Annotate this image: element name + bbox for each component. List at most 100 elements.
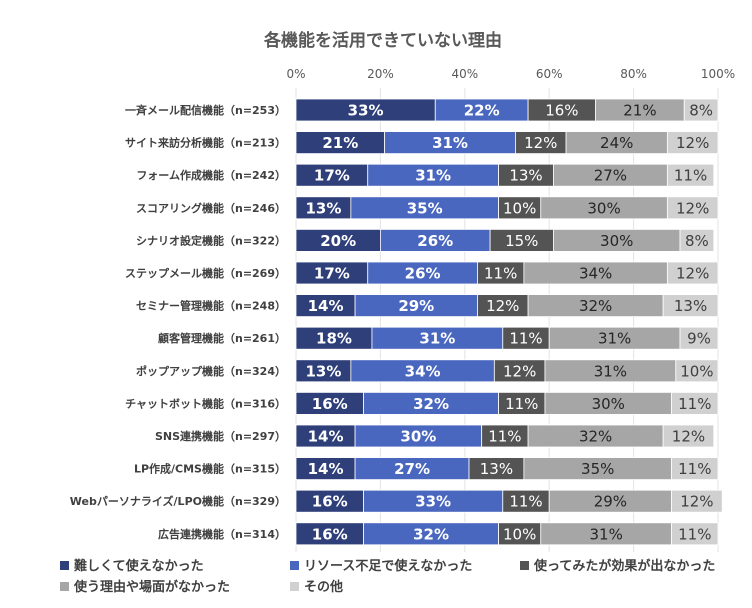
legend: 難しくて使えなかった リソース不足で使えなかった 使ってみたが効果が出なかった使う理…: [60, 558, 715, 595]
data-label: 30%: [400, 428, 436, 446]
data-label: 35%: [407, 199, 443, 217]
data-label: 18%: [316, 330, 352, 348]
data-label: 14%: [308, 428, 344, 446]
data-label: 11%: [509, 330, 542, 348]
bar-segment: [666, 261, 719, 285]
data-label: 16%: [312, 525, 348, 543]
data-label: 17%: [314, 265, 350, 283]
x-tick-label: 60%: [536, 67, 563, 81]
data-label: 32%: [413, 395, 449, 413]
data-label: 32%: [579, 297, 612, 315]
legend-swatch: [60, 561, 69, 570]
x-tick-label: 40%: [451, 67, 478, 81]
bar-segment: [666, 196, 719, 220]
legend-item: 難しくて使えなかった: [60, 558, 204, 574]
data-label: 13%: [305, 199, 341, 217]
category-label: LP作成/CMS機能（n=315）: [134, 462, 286, 476]
legend-swatch: [290, 582, 299, 591]
data-label: 17%: [314, 167, 350, 185]
data-label: 12%: [676, 134, 709, 152]
data-label: 29%: [398, 297, 434, 315]
data-label: 11%: [678, 525, 711, 543]
data-label: 31%: [419, 330, 455, 348]
data-label: 11%: [505, 395, 538, 413]
chart-title: 各機能を活用できていない理由: [263, 30, 502, 51]
category-label: シナリオ設定機能（n=322）: [136, 233, 286, 247]
x-axis-ticks: 0% 20% 40% 60% 80% 100%: [286, 67, 735, 81]
bar-segment: [671, 522, 719, 546]
data-label: 26%: [417, 232, 453, 250]
bar-row: 20% 26% 15% 30% 8%: [295, 228, 715, 252]
data-label: 12%: [524, 134, 557, 152]
legend-item: リソース不足で使えなかった: [290, 558, 472, 574]
data-label: 12%: [680, 493, 713, 511]
bar-row: 33% 22% 16% 21% 8%: [295, 98, 719, 122]
category-label: フォーム作成機能（n=242）: [136, 168, 286, 182]
data-label: 12%: [676, 199, 709, 217]
data-label: 12%: [676, 265, 709, 283]
legend-item: 使ってみたが効果が出なかった: [520, 558, 715, 574]
data-label: 29%: [594, 493, 627, 511]
legend-item: その他: [290, 579, 343, 595]
data-label: 34%: [579, 265, 612, 283]
data-label: 30%: [592, 395, 625, 413]
bar-row: 13% 35% 10% 30% 12%: [295, 196, 719, 220]
bar-row: 14% 27% 13% 35% 11%: [295, 457, 719, 481]
data-label: 9%: [687, 330, 711, 348]
data-label: 21%: [623, 102, 656, 120]
legend-swatch: [60, 582, 69, 591]
bar-segment: [671, 489, 723, 513]
bar-row: 21% 31% 12% 24% 12%: [295, 131, 719, 155]
x-tick-label: 0%: [286, 67, 305, 81]
data-label: 11%: [674, 167, 707, 185]
legend-label: その他: [304, 579, 343, 595]
data-label: 35%: [581, 460, 614, 478]
data-label: 30%: [587, 199, 620, 217]
bar-segment: [679, 326, 719, 350]
data-label: 32%: [579, 428, 612, 446]
category-label: 顧客管理機能（n=261）: [158, 331, 286, 345]
data-label: 26%: [405, 265, 441, 283]
data-label: 34%: [405, 362, 441, 380]
data-label: 27%: [394, 460, 430, 478]
data-label: 10%: [503, 525, 536, 543]
bar-row: 16% 33% 11% 29% 12%: [295, 489, 723, 513]
legend-label: 難しくて使えなかった: [74, 558, 204, 574]
gridlines: [295, 88, 719, 552]
data-label: 13%: [509, 167, 542, 185]
data-label: 11%: [509, 493, 542, 511]
data-label: 12%: [486, 297, 519, 315]
data-label: 11%: [678, 460, 711, 478]
data-label: 8%: [689, 102, 713, 120]
data-label: 13%: [480, 460, 513, 478]
bar-segment: [662, 294, 719, 318]
category-label: スコアリング機能（n=246）: [136, 201, 286, 215]
bar-segment: [671, 391, 719, 415]
data-label: 14%: [308, 460, 344, 478]
data-label: 33%: [415, 493, 451, 511]
category-label: 一斉メール配信機能（n=253）: [125, 103, 286, 117]
bar-segment: [679, 228, 715, 252]
data-label: 14%: [308, 297, 344, 315]
category-label: SNS連携機能（n=297）: [155, 429, 286, 443]
legend-item: 使う理由や場面がなかった: [60, 579, 230, 595]
category-labels: 一斉メール配信機能（n=253） サイト来訪分析機能（n=213） フォーム作成機能…: [70, 103, 286, 541]
category-label: サイト来訪分析機能（n=213）: [125, 136, 286, 150]
bar-segment: [662, 424, 715, 448]
data-label: 22%: [464, 102, 500, 120]
bar-row: 14% 30% 11% 32% 12%: [295, 424, 715, 448]
x-tick-label: 100%: [701, 67, 735, 81]
legend-label: 使ってみたが効果が出なかった: [533, 558, 715, 574]
bar-segment: [683, 98, 719, 122]
data-label: 32%: [413, 525, 449, 543]
data-label: 31%: [415, 167, 451, 185]
data-label: 11%: [488, 428, 521, 446]
data-label: 15%: [505, 232, 538, 250]
data-label: 8%: [685, 232, 709, 250]
data-label: 16%: [312, 493, 348, 511]
bar-segment: [671, 457, 719, 481]
data-label: 31%: [589, 525, 622, 543]
data-label: 10%: [680, 362, 713, 380]
data-label: 11%: [484, 265, 517, 283]
bar-row: 17% 31% 13% 27% 11%: [295, 163, 715, 187]
